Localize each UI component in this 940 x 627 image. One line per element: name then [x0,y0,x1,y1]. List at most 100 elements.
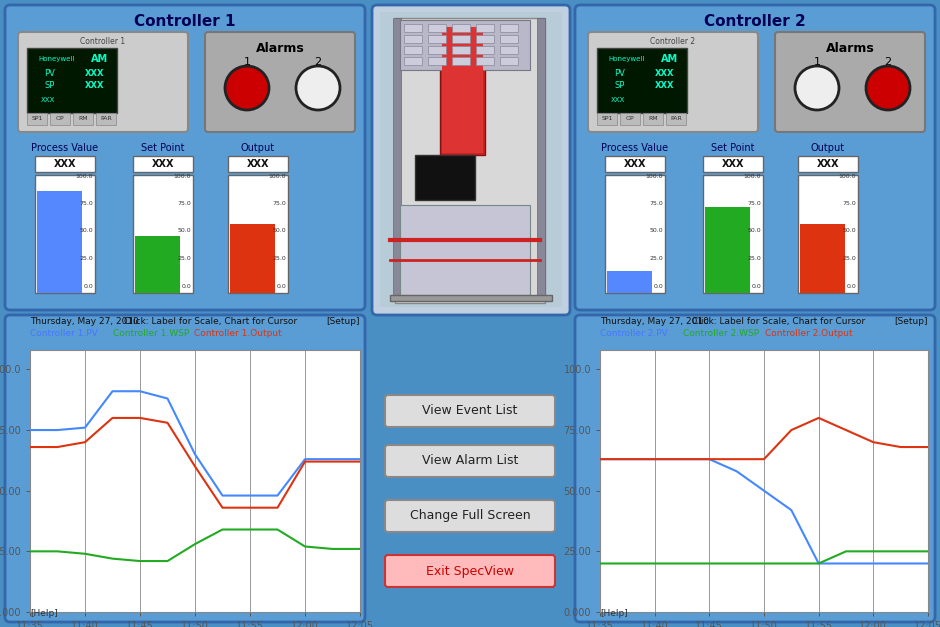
Text: Change Full Screen: Change Full Screen [410,510,530,522]
FancyBboxPatch shape [385,500,555,532]
Text: Alarms: Alarms [256,41,305,55]
Bar [500,24,518,32]
Bar [27,113,47,125]
Text: View Event List: View Event List [422,404,518,418]
Text: 0.0: 0.0 [846,283,856,288]
Text: Controller 2.PV: Controller 2.PV [600,329,667,338]
Bar [133,156,193,172]
Bar [37,191,82,293]
Text: Exit SpecView: Exit SpecView [426,564,514,577]
Text: [Setup]: [Setup] [894,317,928,326]
Text: 50.0: 50.0 [273,228,286,233]
Text: 75.0: 75.0 [79,201,93,206]
Bar [500,46,518,54]
FancyBboxPatch shape [575,315,935,622]
FancyBboxPatch shape [588,32,758,132]
Text: RM: RM [78,117,87,122]
Bar [35,175,95,293]
Text: 2: 2 [885,57,891,67]
Text: 100.0: 100.0 [744,174,761,179]
Text: View Alarm List: View Alarm List [422,455,518,468]
Text: SP1: SP1 [31,117,42,122]
Bar [27,48,117,113]
Bar [798,175,858,293]
Bar [96,113,116,125]
Text: Honeywell: Honeywell [609,56,645,62]
Text: 25.0: 25.0 [178,256,191,261]
Text: 50.0: 50.0 [747,228,761,233]
Bar [800,224,845,293]
Text: 75.0: 75.0 [650,201,663,206]
Text: AM: AM [91,54,108,64]
Bar [537,18,545,300]
Text: 0.0: 0.0 [84,283,93,288]
Bar [476,35,494,43]
Text: Alarms: Alarms [825,41,874,55]
Bar [798,156,858,172]
Bar [703,175,763,293]
Bar [442,27,483,153]
FancyBboxPatch shape [775,32,925,132]
Text: Click: Label for Scale, Chart for Cursor: Click: Label for Scale, Chart for Cursor [124,317,297,326]
Circle shape [795,66,839,110]
Bar [500,35,518,43]
Text: 100.0: 100.0 [269,174,286,179]
Text: 100.0: 100.0 [174,174,191,179]
Text: Set Point: Set Point [141,143,185,153]
Bar [395,18,545,303]
Bar [230,224,275,293]
Text: Thursday, May 27, 2010: Thursday, May 27, 2010 [600,317,709,326]
Bar [703,156,763,172]
Text: Controller 1: Controller 1 [81,38,126,46]
Bar [476,46,494,54]
Text: XXX: XXX [151,159,174,169]
Bar [620,113,640,125]
Text: 100.0: 100.0 [646,174,663,179]
Bar [73,113,93,125]
FancyBboxPatch shape [385,555,555,587]
Bar [605,156,665,172]
Circle shape [225,66,269,110]
Bar [404,57,422,65]
Text: Controller 2.WSP: Controller 2.WSP [682,329,759,338]
Text: Controller 1.WSP: Controller 1.WSP [113,329,189,338]
Text: 25.0: 25.0 [273,256,286,261]
Text: 0.0: 0.0 [751,283,761,288]
FancyBboxPatch shape [5,5,365,310]
Text: XXX: XXX [624,159,647,169]
Text: OP: OP [55,117,64,122]
Text: [Setup]: [Setup] [326,317,360,326]
Text: 0.0: 0.0 [653,283,663,288]
Bar [390,295,552,301]
Text: Output: Output [241,143,275,153]
Text: XXX: XXX [86,80,104,90]
Text: SP1: SP1 [602,117,613,122]
Text: Process Value: Process Value [602,143,668,153]
Text: 100.0: 100.0 [838,174,856,179]
Bar [404,24,422,32]
Bar [380,12,562,307]
Text: Click: Label for Scale, Chart for Cursor: Click: Label for Scale, Chart for Cursor [692,317,865,326]
Text: Controller 2: Controller 2 [704,14,806,29]
Bar [415,155,475,200]
Text: AM: AM [662,54,679,64]
Bar [705,207,750,293]
Bar [135,236,180,293]
Text: 50.0: 50.0 [650,228,663,233]
Bar [400,205,530,295]
Bar [452,24,470,32]
FancyBboxPatch shape [18,32,188,132]
Text: XXX: XXX [655,80,675,90]
Text: RM: RM [649,117,658,122]
Bar [605,175,665,293]
Text: 75.0: 75.0 [842,201,856,206]
Text: Output: Output [811,143,845,153]
Bar [228,156,288,172]
Bar [452,35,470,43]
Bar [428,57,446,65]
Text: Controller 2.Output: Controller 2.Output [764,329,853,338]
FancyBboxPatch shape [205,32,355,132]
Text: SP: SP [615,80,625,90]
Bar [500,57,518,65]
Bar [400,20,530,70]
